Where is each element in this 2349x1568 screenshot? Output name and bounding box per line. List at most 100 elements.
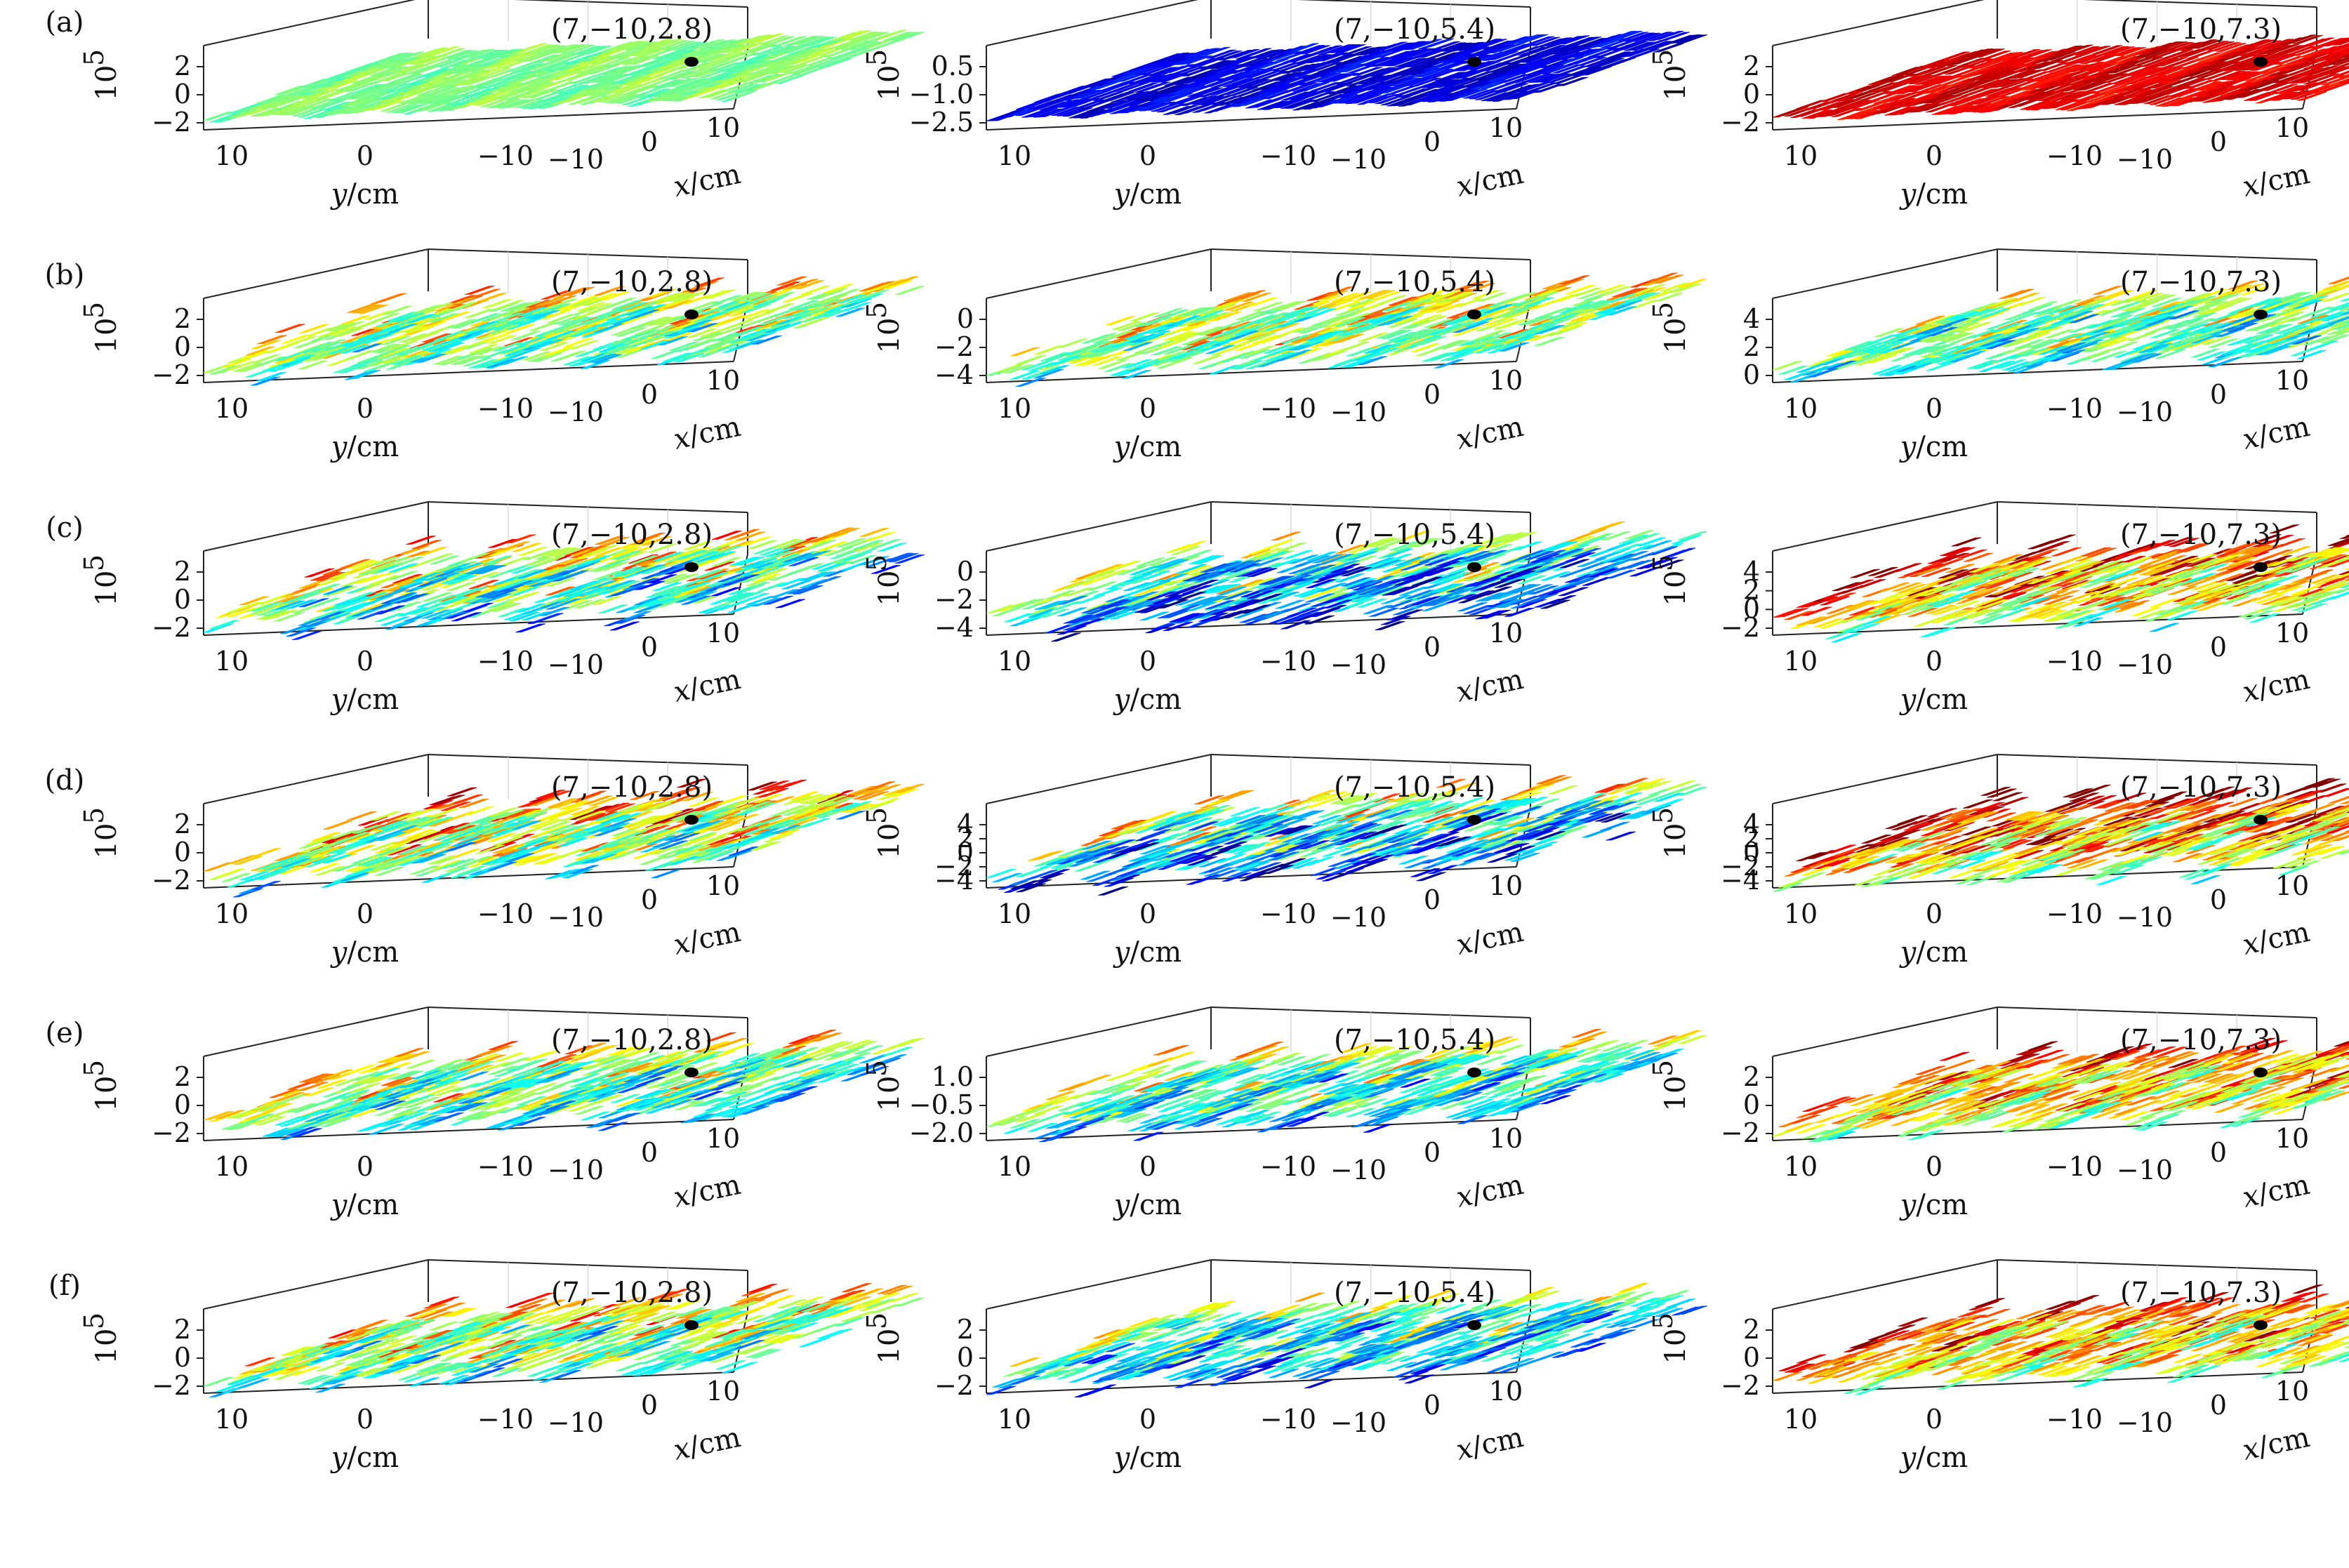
- surface-patch: [711, 51, 742, 60]
- x-axis-label: x/cm: [1453, 158, 1526, 204]
- surface-patch: [2190, 348, 2221, 358]
- z-tick-label: 2: [1743, 331, 1760, 362]
- y-axis-line: [203, 108, 734, 131]
- y-tick-label: 10: [1784, 393, 1818, 424]
- marker-point: [1467, 310, 1481, 319]
- surface-patch: [687, 68, 717, 77]
- surface-patch: [298, 98, 329, 107]
- surface-patch: [616, 94, 646, 104]
- surface-patch: [610, 84, 640, 93]
- z-axis-label: 105: [861, 302, 906, 354]
- y-tick-label: 10: [998, 140, 1031, 171]
- surface-patch: [727, 90, 758, 100]
- surface-patch: [392, 617, 422, 627]
- z-label-base: 10: [1660, 318, 1692, 354]
- z-label-exp: 5: [1648, 49, 1679, 66]
- z-tick-label: −2.5: [909, 107, 974, 138]
- box-edge: [203, 501, 429, 552]
- z-label-exp: 5: [861, 302, 892, 319]
- box-edge: [1772, 248, 1998, 299]
- surface-patch: [274, 324, 305, 333]
- z-label-base: 10: [873, 65, 906, 101]
- surface-patch: [823, 58, 854, 67]
- x-tick-label: −10: [2117, 397, 2173, 427]
- x-axis-label: x/cm: [2239, 158, 2312, 204]
- surface-patch: [515, 88, 546, 98]
- surface-patch: [510, 592, 541, 602]
- surface-patch: [315, 100, 346, 109]
- surface-patch: [397, 104, 428, 113]
- z-label-base: 10: [873, 318, 906, 354]
- x-tick-label: 10: [706, 112, 740, 143]
- row-label-b: (b): [45, 259, 85, 291]
- surface-patch: [428, 86, 458, 96]
- surface-patch: [374, 100, 404, 109]
- y-axis-label: y/cm: [330, 178, 399, 211]
- surface-patch: [527, 89, 558, 99]
- box-edge: [986, 0, 1198, 46]
- y-tick-label: 0: [1926, 393, 1943, 424]
- z-tick-label: 0: [957, 303, 974, 334]
- x-tick-label: −10: [1330, 144, 1387, 175]
- x-tick-label: 0: [2210, 379, 2227, 410]
- surface-patch: [491, 98, 522, 108]
- y-tick-label: 0: [1139, 393, 1156, 424]
- z-tick-label: 0: [174, 79, 191, 109]
- x-tick-label: −10: [548, 144, 604, 175]
- point-annotation: (7,−10,2.8): [551, 266, 713, 298]
- surface-patch: [534, 91, 564, 100]
- marker-point: [1467, 57, 1481, 67]
- x-tick-label: 0: [641, 379, 658, 410]
- surface-patch: [600, 57, 630, 67]
- marker-point: [684, 57, 699, 67]
- y-tick-label: −10: [1260, 140, 1316, 171]
- box-edge: [1772, 0, 1985, 46]
- surface-patch: [894, 286, 925, 295]
- z-label-exp: 5: [79, 49, 110, 66]
- surface-patch: [298, 324, 329, 333]
- surface: [203, 29, 925, 123]
- surface-patch: [421, 101, 451, 111]
- x-tick-label: 10: [1489, 112, 1523, 143]
- x-axis-label: x/cm: [2239, 411, 2312, 456]
- z-axis-label: 105: [79, 302, 123, 354]
- z-label-base: 10: [91, 65, 123, 101]
- z-label-base: 10: [91, 318, 123, 354]
- z-tick-label: 2: [174, 303, 191, 334]
- surface-patch: [2296, 350, 2327, 359]
- surface-patch: [417, 55, 448, 65]
- surface-patch: [640, 88, 670, 98]
- surface-patch: [769, 74, 800, 84]
- x-tick-label: 0: [2210, 126, 2227, 157]
- y-tick-label: −10: [477, 140, 534, 171]
- surface-patch: [274, 106, 305, 116]
- surface-patch: [1559, 275, 1590, 285]
- y-tick-label: 10: [215, 140, 249, 171]
- z-label-exp: 5: [861, 49, 892, 66]
- x-tick-label: 10: [1489, 365, 1523, 396]
- surface-patch: [465, 286, 495, 295]
- surface-patch: [628, 85, 658, 95]
- surface-patch: [675, 69, 706, 79]
- z-tick-label: 0: [174, 331, 191, 362]
- x-axis-label: x/cm: [670, 411, 743, 456]
- z-tick-label: −2: [1721, 107, 1760, 138]
- y-axis-label: y/cm: [1899, 431, 1968, 463]
- z-tick-label: 0: [1743, 79, 1760, 109]
- x-tick-label: 0: [641, 126, 658, 157]
- z-axis-label: 105: [79, 49, 123, 101]
- surface-patch: [515, 623, 546, 633]
- y-tick-label: 10: [215, 393, 249, 424]
- x-tick-label: 10: [2275, 112, 2309, 143]
- surface-patch: [345, 72, 376, 81]
- y-tick-label: −10: [477, 393, 534, 424]
- y-tick-label: −10: [2046, 393, 2103, 424]
- surface-patch: [351, 97, 381, 107]
- surface-patch: [727, 83, 758, 93]
